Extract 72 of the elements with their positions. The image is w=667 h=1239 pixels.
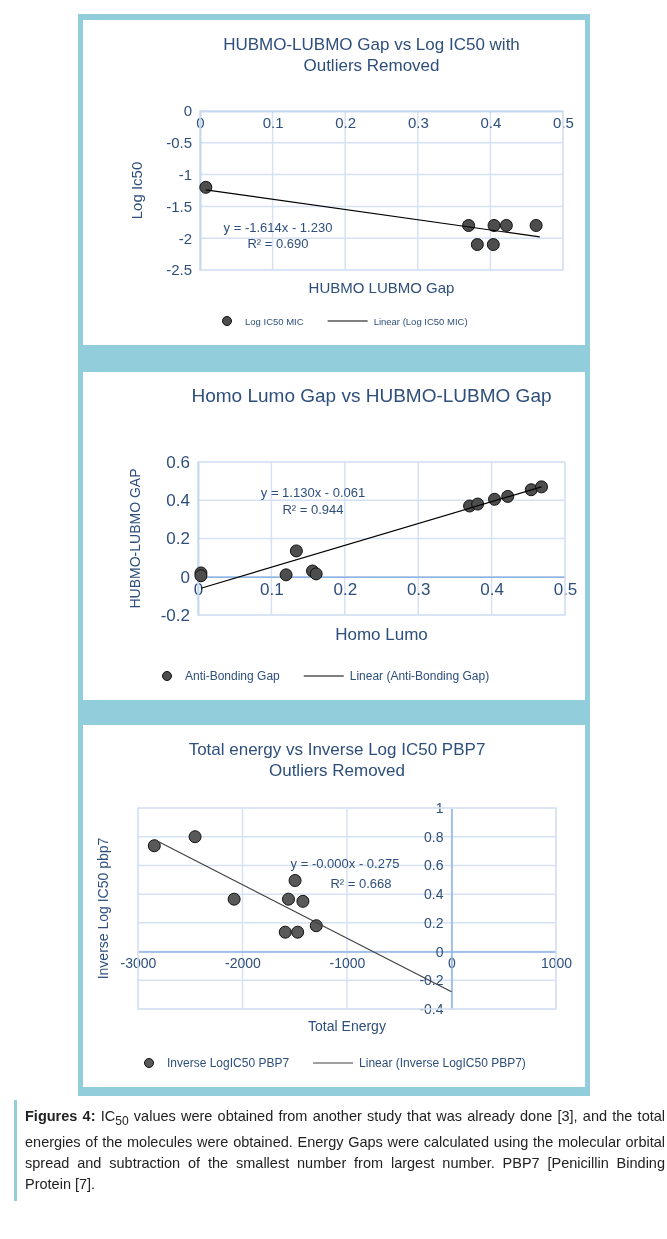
y-tick-label: -0.5 bbox=[166, 134, 192, 152]
x-tick-label: 0.5 bbox=[553, 113, 574, 131]
y-tick-label: 0 bbox=[435, 943, 444, 960]
x-tick-label: 0.2 bbox=[333, 579, 358, 599]
point bbox=[529, 218, 543, 232]
x-axis-title: Total Energy bbox=[308, 1018, 386, 1034]
chart-title: Total energy vs Inverse Log IC50 PBP7 Outliers Removed bbox=[188, 740, 486, 780]
point bbox=[288, 874, 302, 887]
x-tick-label: 0.1 bbox=[262, 113, 284, 131]
y-axis-title: Log Ic50 bbox=[128, 161, 145, 220]
x-tick-label: 0.3 bbox=[407, 113, 429, 131]
y-axis-title: Inverse Log IC50 pbp7 bbox=[95, 837, 111, 980]
legend-label: Anti-Bonding Gap bbox=[185, 669, 281, 683]
x-tick-label: 0.2 bbox=[335, 113, 357, 131]
point bbox=[291, 925, 305, 939]
y-tick-label: 0 bbox=[183, 102, 192, 120]
point bbox=[470, 238, 484, 252]
point bbox=[278, 925, 292, 939]
point bbox=[281, 892, 295, 906]
y-tick-label: 0.6 bbox=[166, 452, 190, 472]
x-axis-title: HUBMO LUBMO Gap bbox=[308, 279, 455, 296]
y-tick-label: 1 bbox=[435, 799, 444, 816]
annotation: y = -0.000x - 0.275 bbox=[290, 856, 400, 871]
point bbox=[188, 830, 202, 844]
legend-label: Linear (Inverse LogIC50 PBP7) bbox=[359, 1056, 526, 1070]
annotation: R² = 0.668 bbox=[330, 876, 392, 891]
y-tick-label: 0.2 bbox=[166, 529, 190, 549]
y-tick-label: 0.6 bbox=[424, 857, 444, 874]
legend-label: Inverse LogIC50 PBP7 bbox=[167, 1056, 290, 1070]
x-tick-label: 0.4 bbox=[480, 579, 504, 599]
x-tick-label: 0.5 bbox=[553, 579, 578, 599]
point bbox=[227, 892, 241, 906]
y-tick-label: 0.2 bbox=[424, 914, 444, 931]
point bbox=[535, 480, 549, 494]
x-tick-label: 0.3 bbox=[406, 579, 431, 599]
y-tick-label: 0.8 bbox=[424, 828, 444, 845]
point bbox=[147, 839, 161, 853]
x-tick-label: 0 bbox=[448, 954, 457, 971]
annotation: R² = 0.690 bbox=[247, 236, 309, 251]
x-tick-label: 0.1 bbox=[260, 579, 284, 599]
legend-label: Log IC50 MIC bbox=[245, 316, 304, 327]
text: Figures 4: IC$_{50}$ values were obtained from another study that was already done [3], and the total energies of the molecules were obtained. Energy Gaps were calculated using the molecular orbital spread and subtraction of the smallest number from largest number. PBP7 [Penicillin Binding Protein [7]. bbox=[25, 1108, 666, 1192]
x-tick-label: -1000 bbox=[329, 954, 366, 971]
y-tick-label: 0.4 bbox=[166, 491, 190, 511]
legend-label: Linear (Anti-Bonding Gap) bbox=[349, 669, 490, 683]
y-axis-title: HUBMO-LUBMO GAP bbox=[127, 468, 143, 609]
x-tick-label: 1000 bbox=[540, 954, 573, 971]
point bbox=[199, 180, 213, 194]
point bbox=[289, 544, 303, 558]
y-tick-label: -0.4 bbox=[419, 1000, 444, 1017]
point bbox=[499, 218, 513, 232]
y-tick-label: -0.2 bbox=[160, 605, 190, 625]
annotation: R² = 0.944 bbox=[282, 502, 344, 517]
x-tick-label: -2000 bbox=[225, 954, 262, 971]
point bbox=[279, 568, 293, 582]
legend-label: Linear (Log IC50 MIC) bbox=[373, 316, 468, 327]
y-tick-label: -1.5 bbox=[166, 197, 192, 215]
point bbox=[296, 894, 310, 908]
chart-title: HUBMO-LUBMO Gap vs Log IC50 with Outliers Removed bbox=[223, 35, 520, 75]
annotation: y = -1.614x - 1.230 bbox=[223, 220, 333, 235]
y-tick-label: -1 bbox=[178, 165, 192, 183]
x-axis-title: Homo Lumo bbox=[335, 625, 428, 644]
y-tick-label: -2.5 bbox=[166, 261, 192, 279]
point bbox=[309, 567, 323, 581]
x-tick-label: 0.4 bbox=[480, 113, 502, 131]
annotation: y = 1.130x - 0.061 bbox=[260, 485, 366, 500]
y-tick-label: -2 bbox=[178, 229, 192, 247]
point bbox=[486, 238, 500, 252]
point bbox=[487, 218, 501, 232]
chart-title: Homo Lumo Gap vs HUBMO-LUBMO Gap bbox=[191, 385, 552, 406]
x-tick-label: -3000 bbox=[120, 954, 157, 971]
y-tick-label: 0.4 bbox=[424, 886, 444, 903]
